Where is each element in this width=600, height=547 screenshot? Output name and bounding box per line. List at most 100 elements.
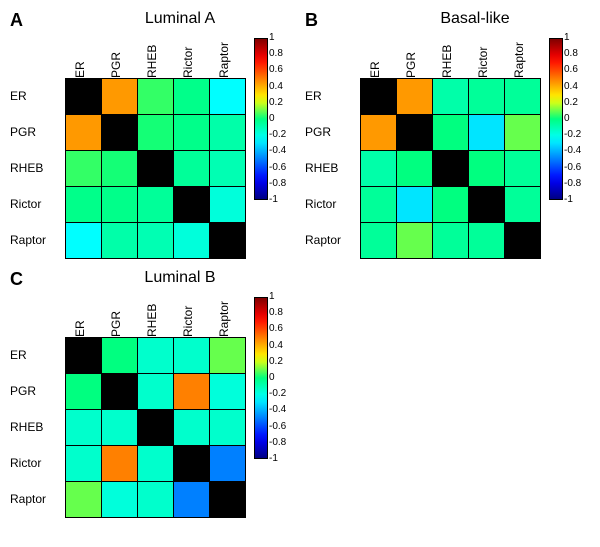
colorbar-tick: -0.4	[564, 146, 581, 156]
heatmap-cell	[397, 223, 433, 259]
heatmap-cell	[469, 79, 505, 115]
heatmap-cell	[361, 151, 397, 187]
col-label: Raptor	[217, 301, 231, 337]
heatmap-cell	[210, 115, 246, 151]
heatmap-cell	[361, 187, 397, 223]
colorbar-tick: -0.4	[269, 405, 286, 415]
heatmap-cell	[210, 223, 246, 259]
panel-c: CLuminal BERPGRRHEBRictorRaptorERPGRRHEB…	[10, 269, 295, 518]
colorbar-tick: 0	[564, 114, 581, 124]
panel-title: Luminal A	[65, 10, 295, 28]
col-label: Rictor	[181, 42, 195, 78]
heatmap-cell	[174, 151, 210, 187]
heatmap-cell	[210, 187, 246, 223]
heatmap-cell	[210, 446, 246, 482]
row-label: Rictor	[10, 445, 65, 481]
heatmap-cell	[102, 115, 138, 151]
heatmap-cell	[66, 223, 102, 259]
row-label: PGR	[305, 114, 360, 150]
colorbar-tick: -1	[269, 195, 286, 205]
row-label: Raptor	[10, 481, 65, 517]
col-label: ER	[368, 42, 382, 78]
heatmap-cell	[138, 79, 174, 115]
col-label: RHEB	[145, 42, 159, 78]
panel-title: Luminal B	[65, 269, 295, 287]
heatmap-cell	[433, 79, 469, 115]
colorbar-tick: 0.4	[269, 82, 286, 92]
heatmap	[65, 337, 246, 518]
heatmap-cell	[469, 187, 505, 223]
colorbar: 10.80.60.40.20-0.2-0.4-0.6-0.8-1	[549, 38, 563, 200]
heatmap-cell	[433, 151, 469, 187]
heatmap-cell	[361, 115, 397, 151]
heatmap	[360, 78, 541, 259]
heatmap-cell	[138, 446, 174, 482]
heatmap-cell	[174, 79, 210, 115]
row-label: PGR	[10, 373, 65, 409]
col-label: ER	[73, 42, 87, 78]
colorbar-tick: -0.6	[564, 163, 581, 173]
colorbar-tick: 0.4	[269, 341, 286, 351]
heatmap-cell	[361, 223, 397, 259]
colorbar-tick: -0.8	[269, 438, 286, 448]
colorbar-tick: -0.2	[269, 389, 286, 399]
heatmap-cell	[102, 482, 138, 518]
colorbar-tick: 0.8	[564, 49, 581, 59]
heatmap-cell	[210, 410, 246, 446]
colorbar-tick: 0	[269, 373, 286, 383]
colorbar-tick: 0.8	[269, 49, 286, 59]
col-label: ER	[73, 301, 87, 337]
row-label: RHEB	[10, 409, 65, 445]
heatmap-cell	[174, 115, 210, 151]
heatmap-cell	[174, 338, 210, 374]
heatmap-cell	[66, 338, 102, 374]
heatmap-cell	[397, 187, 433, 223]
heatmap-cell	[397, 151, 433, 187]
heatmap-cell	[210, 482, 246, 518]
heatmap-cell	[102, 410, 138, 446]
heatmap-cell	[433, 187, 469, 223]
colorbar-tick: 0	[269, 114, 286, 124]
heatmap-cell	[174, 187, 210, 223]
colorbar-tick: 0.6	[269, 324, 286, 334]
colorbar-tick: 0.8	[269, 308, 286, 318]
heatmap-cell	[469, 115, 505, 151]
row-label: Rictor	[10, 186, 65, 222]
heatmap-cell	[138, 482, 174, 518]
col-label: Raptor	[512, 42, 526, 78]
heatmap-cell	[505, 187, 541, 223]
heatmap-cell	[138, 374, 174, 410]
heatmap-cell	[174, 482, 210, 518]
col-label: RHEB	[145, 301, 159, 337]
colorbar-tick: -1	[269, 454, 286, 464]
heatmap-cell	[174, 446, 210, 482]
row-label: Raptor	[10, 222, 65, 258]
heatmap-cell	[505, 223, 541, 259]
heatmap-cell	[505, 115, 541, 151]
row-label: RHEB	[305, 150, 360, 186]
colorbar-tick: 0.2	[269, 357, 286, 367]
col-label: PGR	[109, 301, 123, 337]
panel-letter: A	[10, 10, 23, 31]
panel-b: BBasal-likeERPGRRHEBRictorRaptorERPGRRHE…	[305, 10, 590, 259]
heatmap-cell	[66, 79, 102, 115]
heatmap-cell	[138, 187, 174, 223]
heatmap-cell	[66, 151, 102, 187]
row-label: RHEB	[10, 150, 65, 186]
heatmap-cell	[469, 151, 505, 187]
heatmap-cell	[174, 223, 210, 259]
heatmap-cell	[102, 374, 138, 410]
colorbar-tick: -0.8	[564, 179, 581, 189]
heatmap-cell	[433, 115, 469, 151]
colorbar: 10.80.60.40.20-0.2-0.4-0.6-0.8-1	[254, 38, 268, 200]
heatmap-cell	[138, 223, 174, 259]
colorbar: 10.80.60.40.20-0.2-0.4-0.6-0.8-1	[254, 297, 268, 459]
row-label: ER	[10, 78, 65, 114]
heatmap-cell	[138, 410, 174, 446]
row-label: PGR	[10, 114, 65, 150]
heatmap-cell	[102, 446, 138, 482]
row-label: Raptor	[305, 222, 360, 258]
heatmap-cell	[210, 151, 246, 187]
heatmap-cell	[505, 151, 541, 187]
heatmap-cell	[397, 115, 433, 151]
